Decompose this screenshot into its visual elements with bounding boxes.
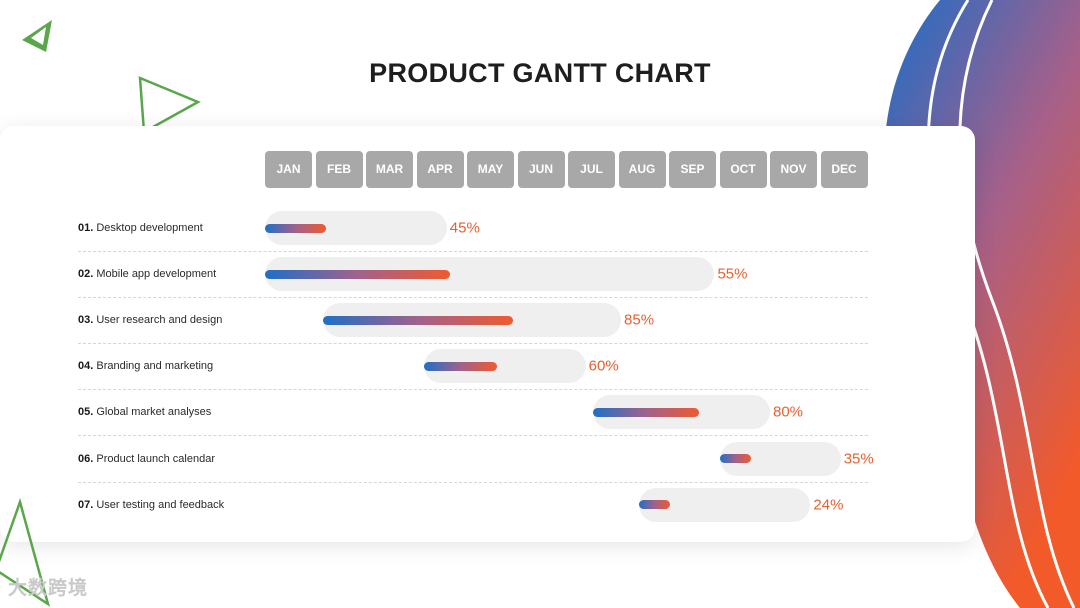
- progress-percent-label: 55%: [717, 265, 748, 283]
- task-name: Product launch calendar: [93, 452, 215, 465]
- month-nov: NOV: [770, 151, 817, 188]
- task-name: Global market analyses: [93, 406, 212, 419]
- task-label: 02. Mobile app development: [78, 268, 216, 280]
- row-divider: [78, 389, 868, 391]
- task-label: 05. Global market analyses: [78, 406, 211, 418]
- row-divider: [78, 297, 868, 299]
- gantt-progress-fill: [265, 223, 327, 233]
- row-divider: [78, 251, 868, 253]
- month-apr: APR: [416, 151, 464, 188]
- task-label: 06. Product launch calendar: [78, 453, 215, 465]
- task-name: User testing and feedback: [93, 498, 225, 511]
- row-divider: [78, 343, 868, 345]
- gantt-progress-fill: [638, 500, 670, 510]
- progress-percent-label: 45%: [449, 219, 480, 237]
- month-jan: JAN: [265, 151, 312, 188]
- task-number: 05.: [78, 406, 94, 419]
- task-number: 07.: [78, 498, 94, 511]
- month-jul: JUL: [568, 151, 615, 188]
- month-oct: OCT: [719, 151, 767, 188]
- task-label: 07. User testing and feedback: [78, 499, 224, 511]
- task-number: 03.: [78, 314, 94, 327]
- triangle-decoration-top-left: [22, 20, 52, 52]
- task-name: User research and design: [93, 314, 223, 327]
- task-number: 06.: [78, 452, 94, 465]
- task-label: 03. User research and design: [78, 314, 222, 326]
- task-label: 04. Branding and marketing: [78, 360, 213, 372]
- gantt-progress-fill: [424, 361, 497, 371]
- gantt-progress-fill: [719, 454, 752, 463]
- gantt-progress-fill: [323, 315, 513, 325]
- watermark-logo: 大数跨境: [8, 578, 89, 599]
- row-divider: [78, 435, 868, 437]
- task-name: Desktop development: [93, 222, 203, 234]
- gantt-progress-fill: [593, 407, 700, 417]
- progress-percent-label: 35%: [843, 450, 874, 467]
- month-dec: DEC: [820, 151, 868, 188]
- task-number: 01.: [78, 222, 94, 234]
- month-sep: SEP: [669, 151, 716, 188]
- month-jun: JUN: [517, 151, 565, 188]
- task-label: 01. Desktop development: [78, 222, 203, 234]
- triangle-decoration-bottom-left: [0, 497, 51, 607]
- month-may: MAY: [467, 151, 514, 188]
- progress-percent-label: 80%: [773, 403, 804, 421]
- chart-title: PRODUCT GANTT CHART: [369, 58, 711, 88]
- month-feb: FEB: [315, 151, 363, 188]
- triangle-decoration-top: [138, 76, 201, 134]
- task-number: 04.: [78, 360, 94, 373]
- progress-percent-label: 24%: [813, 496, 844, 514]
- task-name: Mobile app development: [93, 268, 217, 281]
- task-number: 02.: [78, 268, 94, 281]
- month-aug: AUG: [618, 151, 666, 188]
- month-mar: MAR: [366, 151, 413, 188]
- row-divider: [78, 481, 868, 483]
- progress-percent-label: 60%: [588, 357, 619, 375]
- progress-percent-label: 85%: [624, 311, 655, 329]
- gantt-progress-fill: [265, 269, 451, 279]
- task-name: Branding and marketing: [93, 360, 214, 373]
